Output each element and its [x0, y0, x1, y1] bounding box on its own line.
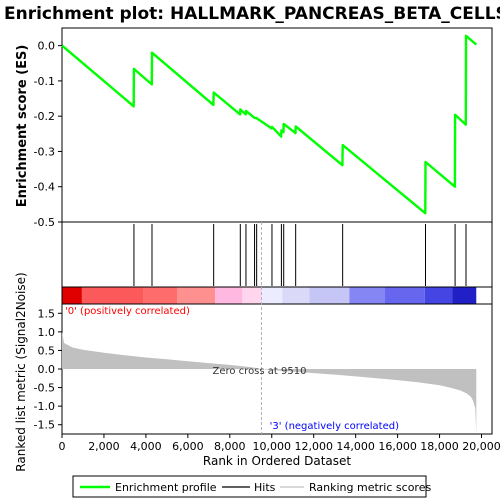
ranking-heat-bar — [62, 287, 477, 304]
zero-cross-label: Zero cross at 9510 — [212, 366, 306, 377]
x-tick-label: 10,000 — [253, 440, 292, 453]
metric-y-tick-label: -1.5 — [34, 419, 55, 432]
x-tick-label: 4,000 — [130, 440, 162, 453]
heat-bar-segment — [215, 287, 243, 304]
enrichment-profile-line — [61, 34, 478, 215]
x-tick-label: 2,000 — [88, 440, 120, 453]
es-plot-frame — [61, 27, 493, 223]
hit-lines — [133, 224, 467, 286]
heat-bar-segment — [424, 287, 453, 304]
es-y-tick-label: -0.2 — [34, 110, 55, 123]
metric-y-tick-label: -0.5 — [34, 382, 55, 395]
legend-enrichment-profile-label: Enrichment profile — [115, 481, 217, 494]
x-tick-label: 12,000 — [294, 440, 333, 453]
metric-y-tick-label: 0.0 — [38, 363, 56, 376]
es-y-tick-label: -0.1 — [34, 75, 55, 88]
heat-bar-segment — [282, 287, 310, 304]
heat-bar-segment — [177, 287, 216, 304]
heat-bar-segment — [385, 287, 425, 304]
legend-hits-label: Hits — [254, 481, 276, 494]
metric-x-ticks: 0 2,000 4,000 6,000 8,000 10,000 12,000 14,000 1… — [59, 434, 500, 453]
chart-title: Enrichment plot: HALLMARK_PANCREAS_BETA_… — [4, 4, 500, 24]
es-y-tick-label: -0.4 — [34, 181, 55, 194]
negative-correlation-label: '3' (negatively correlated) — [270, 421, 399, 432]
metric-y-tick-label: 1.0 — [38, 326, 56, 339]
es-y-tick-label: 0.0 — [38, 40, 56, 53]
legend: Enrichment profile Hits Ranking metric s… — [72, 475, 431, 498]
heat-bar-segment — [81, 287, 144, 304]
x-tick-label: 14,000 — [336, 440, 375, 453]
x-tick-label: 0 — [59, 440, 66, 453]
x-tick-label: 6,000 — [172, 440, 204, 453]
heat-bar-segment — [62, 287, 82, 304]
hits-panel — [61, 221, 493, 305]
x-tick-label: 16,000 — [378, 440, 417, 453]
heat-bar-segment — [309, 287, 350, 304]
metric-y-ticks: 1.5 1.0 0.5 0.0 -0.5 -1.0 -1.5 — [34, 307, 62, 432]
heat-bar-segment — [349, 287, 386, 304]
metric-y-tick-label: -1.0 — [34, 400, 55, 413]
es-y-tick-label: -0.5 — [34, 216, 55, 229]
metric-y-tick-label: 0.5 — [38, 344, 56, 357]
ranked-metric-panel: Zero cross at 9510 '0' (positively corre… — [14, 222, 500, 472]
es-panel: 0.0 -0.1 -0.2 -0.3 -0.4 -0.5 Enrichment score… — [15, 27, 493, 229]
x-tick-label: 18,000 — [420, 440, 459, 453]
metric-y-axis-label: Ranked list metric (Signal2Noise) — [14, 272, 28, 471]
heat-bar-segment — [261, 287, 283, 304]
x-tick-label: 8,000 — [214, 440, 246, 453]
es-y-axis-label: Enrichment score (ES) — [15, 45, 30, 208]
heat-bar-segment — [452, 287, 477, 304]
heat-bar-segment — [242, 287, 262, 304]
es-y-tick-label: -0.3 — [34, 145, 55, 158]
x-axis-label: Rank in Ordered Dataset — [203, 454, 351, 468]
hits-frame — [61, 221, 493, 288]
positive-correlation-label: '0' (positively correlated) — [65, 306, 190, 317]
es-y-ticks: 0.0 -0.1 -0.2 -0.3 -0.4 -0.5 — [34, 40, 62, 229]
metric-y-tick-label: 1.5 — [38, 307, 56, 320]
legend-ranking-metric-label: Ranking metric scores — [309, 481, 431, 494]
heat-bar-segment — [143, 287, 178, 304]
x-tick-label: 20,000 — [462, 440, 500, 453]
